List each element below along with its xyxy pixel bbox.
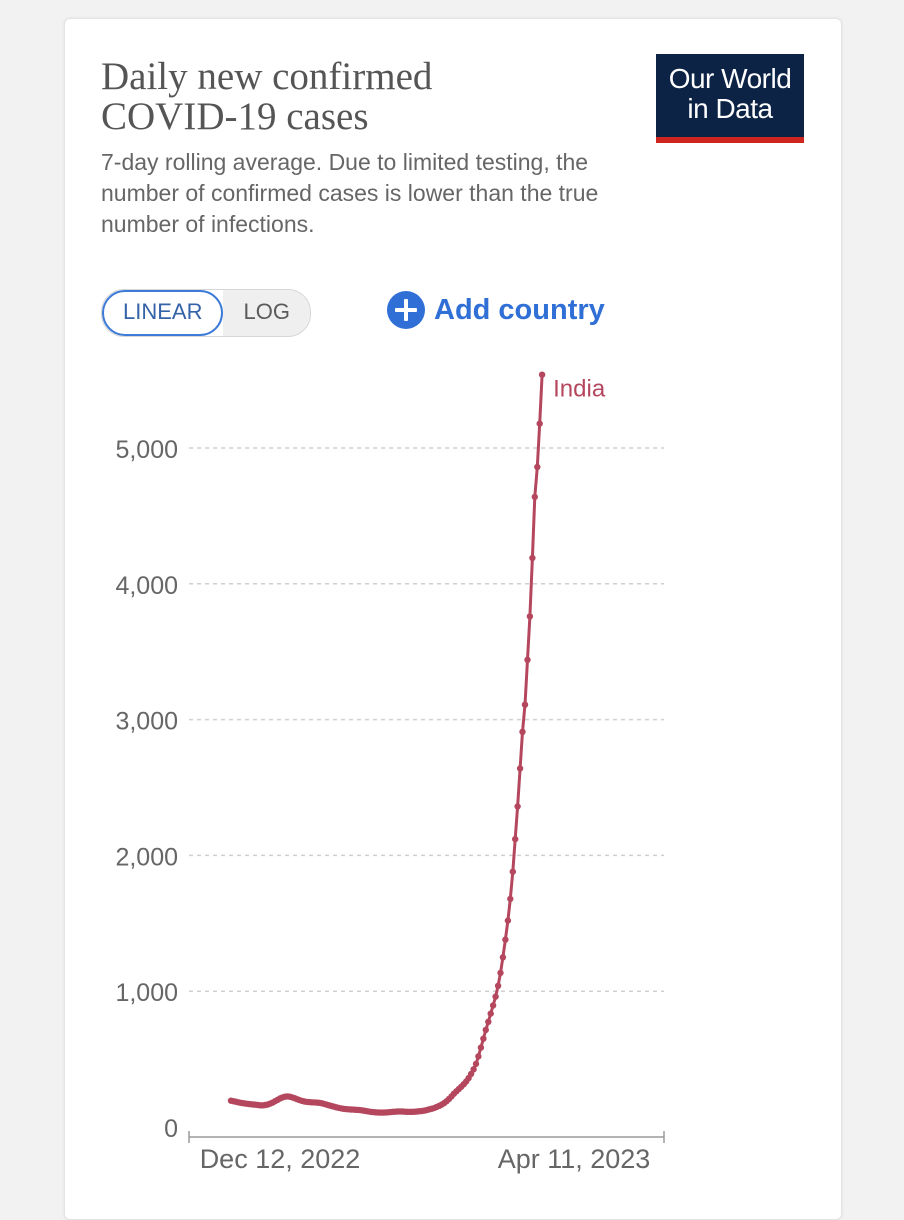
- data-point: [482, 1026, 489, 1034]
- plus-circle-icon: [387, 291, 425, 329]
- data-point: [514, 803, 521, 810]
- chart-card: Daily new confirmed COVID-19 cases 7-day…: [64, 18, 842, 1220]
- x-tick-label: Apr 11, 2023: [498, 1144, 651, 1174]
- data-point: [526, 613, 534, 620]
- log-scale-button[interactable]: LOG: [223, 290, 310, 336]
- chart-title-line1: Daily new confirmed: [101, 55, 433, 98]
- data-point: [487, 1010, 494, 1017]
- logo-line2: in Data: [687, 93, 773, 124]
- data-point: [470, 1066, 477, 1073]
- data-point: [492, 993, 499, 1000]
- data-point: [524, 656, 531, 663]
- y-tick-label: 5,000: [115, 436, 178, 464]
- data-point: [489, 1002, 497, 1009]
- data-point: [497, 969, 504, 977]
- data-point: [485, 1018, 492, 1025]
- data-point: [531, 493, 538, 501]
- x-tick-label: Dec 12, 2022: [200, 1144, 361, 1174]
- data-point: [519, 728, 526, 735]
- add-country-button[interactable]: Add country: [387, 290, 605, 330]
- data-point: [467, 1070, 475, 1078]
- logo-line1: Our World: [668, 63, 792, 94]
- y-tick-label: 2,000: [115, 843, 178, 871]
- data-point: [521, 701, 529, 708]
- linear-scale-button[interactable]: LINEAR: [102, 290, 224, 336]
- data-point: [472, 1060, 480, 1068]
- data-point: [538, 371, 546, 378]
- data-point: [494, 982, 502, 989]
- data-point: [516, 765, 524, 772]
- y-tick-label: 1,000: [115, 979, 178, 1007]
- chart-subtitle: 7-day rolling average. Due to limited te…: [101, 149, 599, 237]
- data-point: [499, 954, 507, 961]
- series-label-india: India: [553, 376, 606, 403]
- y-tick-label: 4,000: [115, 572, 178, 600]
- chart-title: Daily new confirmed COVID-19 cases: [101, 57, 531, 137]
- data-point: [507, 895, 514, 903]
- data-point: [536, 420, 543, 427]
- add-country-label: Add country: [434, 293, 605, 326]
- data-point: [529, 554, 536, 562]
- data-point: [475, 1053, 482, 1060]
- chart-title-line2: COVID-19 cases: [101, 95, 369, 138]
- series-line-india: [230, 374, 544, 1115]
- data-point: [480, 1035, 487, 1042]
- data-point: [504, 917, 512, 924]
- data-point: [502, 936, 509, 943]
- y-tick-label: 0: [164, 1115, 178, 1143]
- data-point: [509, 868, 516, 875]
- scale-toggle: LINEAR LOG: [101, 289, 311, 337]
- data-point: [477, 1044, 485, 1051]
- data-point: [512, 835, 519, 843]
- data-point: [534, 463, 541, 471]
- owid-logo[interactable]: Our World in Data: [656, 54, 804, 143]
- y-tick-label: 3,000: [115, 708, 178, 736]
